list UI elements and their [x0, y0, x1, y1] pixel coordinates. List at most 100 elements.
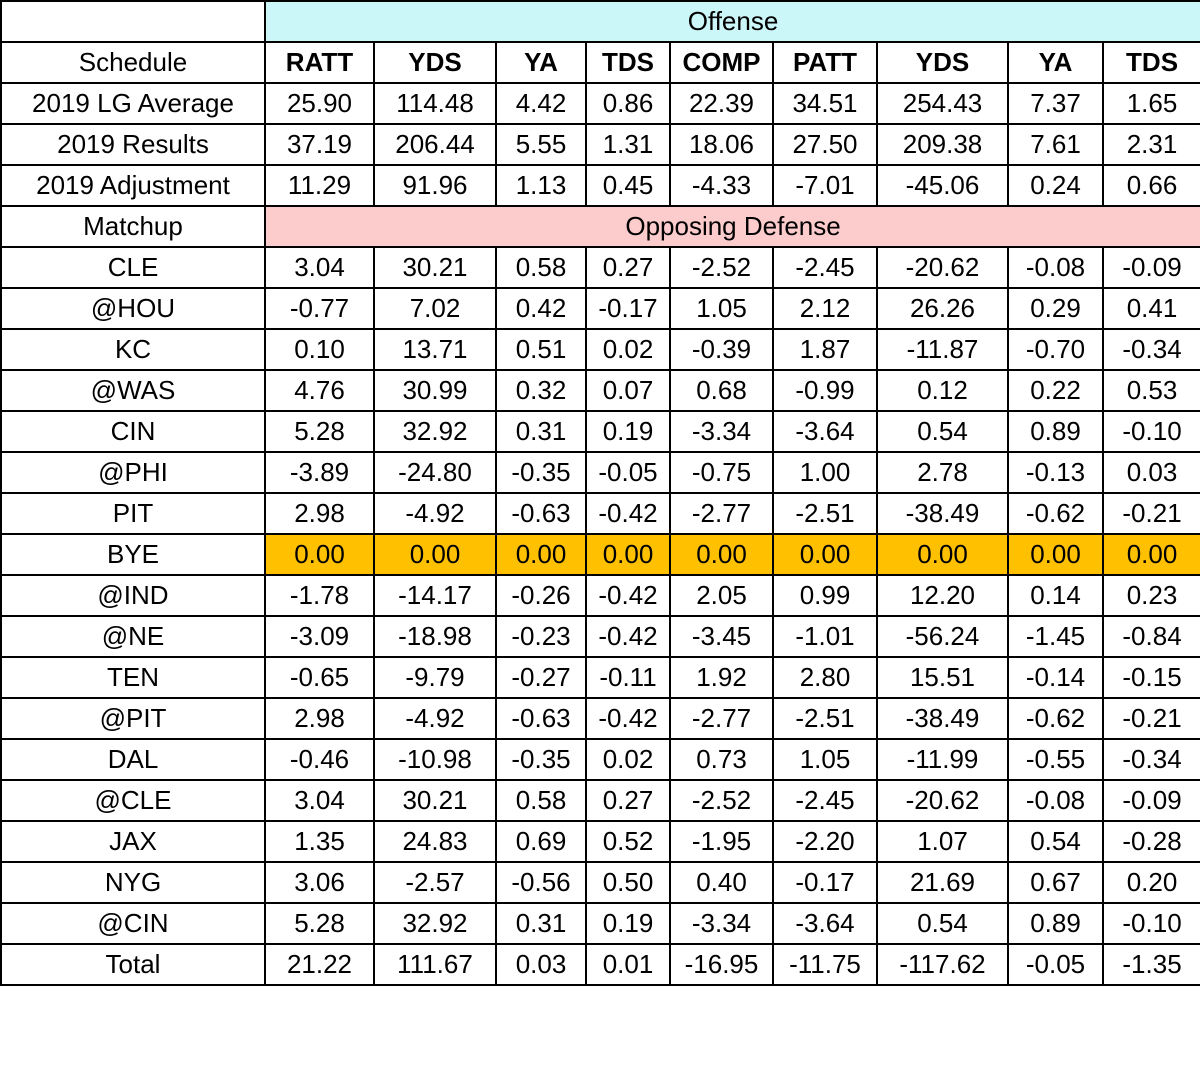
table-cell: 3.04: [264, 779, 375, 822]
table-cell: 1.00: [772, 451, 878, 494]
column-header-pass-ya: YA: [1007, 41, 1104, 84]
table-cell: 0.45: [585, 164, 671, 207]
table-cell: 7.02: [373, 287, 497, 330]
table-cell: 0.89: [1007, 410, 1104, 453]
matchup-row: @CIN 5.28 32.92 0.31 0.19 -3.34 -3.64 0.54 0.89-…: [0, 902, 1200, 945]
row-label: TEN: [0, 656, 266, 699]
table-cell: 0.00: [876, 533, 1009, 576]
opposing-defense-header: Opposing Defense: [263, 205, 1200, 248]
table-cell: 0.41: [1101, 287, 1200, 330]
table-cell: 1.31: [585, 123, 671, 166]
row-label: JAX: [0, 820, 266, 863]
table-cell: 0.27: [585, 779, 671, 822]
table-cell: -0.09: [1101, 246, 1200, 289]
table-cell: -0.23: [495, 615, 587, 658]
matchup-row: TEN -0.65 -9.79 -0.27 -0.11 1.92 2.80 15.51 -0.1…: [0, 656, 1200, 699]
table-cell: 21.69: [876, 861, 1009, 904]
table-cell: -1.45: [1007, 615, 1104, 658]
table-cell: -14.17: [373, 574, 497, 617]
table-cell: -0.08: [1007, 779, 1104, 822]
table-cell: 4.42: [495, 82, 587, 125]
table-cell: 114.48: [373, 82, 497, 125]
table-cell: 0.54: [876, 902, 1009, 945]
matchup-row: @NE -3.09 -18.98 -0.23 -0.42 -3.45 -1.01 -56.24…: [0, 615, 1200, 658]
table-cell: -0.56: [495, 861, 587, 904]
summary-row: 2019 LG Average 25.90 114.48 4.42 0.86 22.39 3…: [0, 82, 1200, 125]
table-cell: -16.95: [669, 943, 774, 986]
row-label: 2019 Adjustment: [0, 164, 266, 207]
table-cell: 0.19: [585, 902, 671, 945]
table-cell: -2.57: [373, 861, 497, 904]
table-cell: 22.39: [669, 82, 774, 125]
table-cell: 30.99: [373, 369, 497, 412]
table-cell: -11.99: [876, 738, 1009, 781]
table-cell: 2.98: [264, 697, 375, 740]
matchup-row: @IND -1.78 -14.17 -0.26 -0.42 2.05 0.99 12.20 0.…: [0, 574, 1200, 617]
matchup-row: @HOU -0.77 7.02 0.42 -0.17 1.05 2.12 26.26 0.29 0…: [0, 287, 1200, 330]
matchup-row: PIT 2.98 -4.92 -0.63 -0.42 -2.77 -2.51 -38.49 -0…: [0, 492, 1200, 535]
row-label: @PIT: [0, 697, 266, 740]
table-cell: -0.10: [1101, 410, 1200, 453]
table-cell: -0.10: [1101, 902, 1200, 945]
row-label: PIT: [0, 492, 266, 535]
table-cell: -0.05: [1007, 943, 1104, 986]
table-cell: -20.62: [876, 779, 1009, 822]
table-cell: 0.99: [772, 574, 878, 617]
table-cell: -0.55: [1007, 738, 1104, 781]
row-label: BYE: [0, 533, 266, 576]
column-header-row: Schedule RATT YDS YA TDS COMP PATT YDS Y…: [0, 41, 1200, 84]
row-label: NYG: [0, 861, 266, 904]
table-cell: 0.50: [585, 861, 671, 904]
table-cell: -0.62: [1007, 492, 1104, 535]
summary-row: 2019 Results 37.19 206.44 5.55 1.31 18.06 27.5…: [0, 123, 1200, 166]
table-cell: 18.06: [669, 123, 774, 166]
table-cell: 2.12: [772, 287, 878, 330]
offense-band-row: Offense: [0, 0, 1200, 43]
table-cell: 0.00: [495, 533, 587, 576]
table-cell: -0.13: [1007, 451, 1104, 494]
row-label: CIN: [0, 410, 266, 453]
table-cell: -0.34: [1101, 328, 1200, 371]
table-cell: 26.26: [876, 287, 1009, 330]
offense-header: Offense: [263, 0, 1200, 43]
table-cell: -0.62: [1007, 697, 1104, 740]
table-cell: 0.29: [1007, 287, 1104, 330]
table-cell: -4.92: [373, 492, 497, 535]
table-cell: 0.89: [1007, 902, 1104, 945]
table-cell: 25.90: [264, 82, 375, 125]
table-cell: -0.17: [772, 861, 878, 904]
table-cell: 0.32: [495, 369, 587, 412]
table-cell: 0.86: [585, 82, 671, 125]
table-cell: -38.49: [876, 492, 1009, 535]
table-cell: -2.77: [669, 492, 774, 535]
table-cell: -7.01: [772, 164, 878, 207]
matchup-row: @CLE 3.04 30.21 0.58 0.27 -2.52 -2.45 -20.62 -0.…: [0, 779, 1200, 822]
table-cell: -0.99: [772, 369, 878, 412]
table-cell: -0.26: [495, 574, 587, 617]
table-cell: -4.92: [373, 697, 497, 740]
table-cell: -20.62: [876, 246, 1009, 289]
summary-row: 2019 Adjustment 11.29 91.96 1.13 0.45 -4.33 -7…: [0, 164, 1200, 207]
table-cell: 1.13: [495, 164, 587, 207]
table-cell: -11.75: [772, 943, 878, 986]
table-cell: 5.28: [264, 410, 375, 453]
table-cell: -3.34: [669, 902, 774, 945]
row-label: KC: [0, 328, 266, 371]
table-cell: -0.46: [264, 738, 375, 781]
table-cell: 34.51: [772, 82, 878, 125]
table-cell: 0.23: [1101, 574, 1200, 617]
table-cell: 0.58: [495, 779, 587, 822]
table-cell: 0.69: [495, 820, 587, 863]
table-cell: 0.20: [1101, 861, 1200, 904]
table-cell: 24.83: [373, 820, 497, 863]
column-header-rush-tds: TDS: [585, 41, 671, 84]
table-cell: -3.64: [772, 902, 878, 945]
table-cell: 1.07: [876, 820, 1009, 863]
table-cell: -0.35: [495, 451, 587, 494]
table-cell: 27.50: [772, 123, 878, 166]
table-cell: 0.07: [585, 369, 671, 412]
table-cell: -1.01: [772, 615, 878, 658]
matchup-row: @PIT 2.98 -4.92 -0.63 -0.42 -2.77 -2.51 -38.49-…: [0, 697, 1200, 740]
table-cell: 2.31: [1101, 123, 1200, 166]
table-cell: -3.64: [772, 410, 878, 453]
